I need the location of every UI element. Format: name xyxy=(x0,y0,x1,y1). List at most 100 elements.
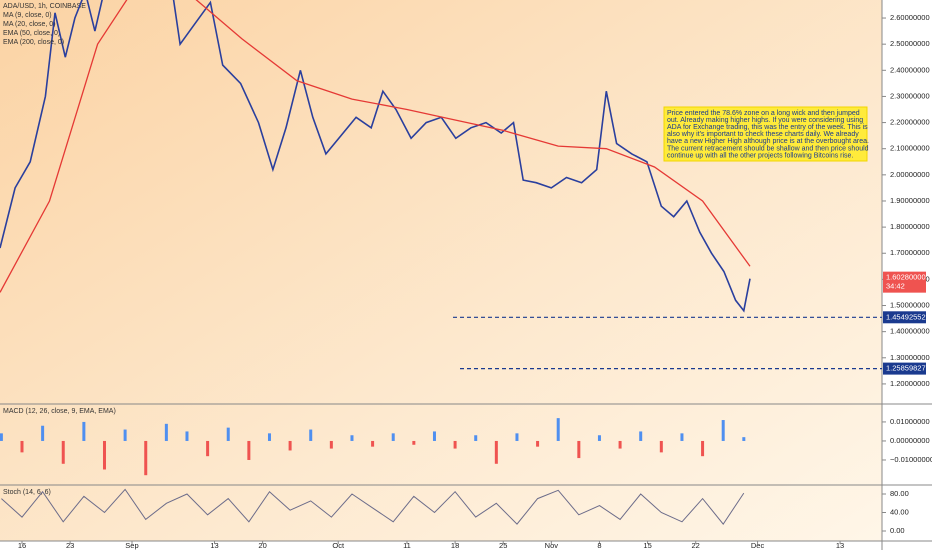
histogram-bar xyxy=(618,440,622,449)
histogram-bar xyxy=(494,440,498,464)
histogram-bar xyxy=(742,437,746,441)
histogram-bar xyxy=(20,440,24,453)
y-tick-label: 80.00 xyxy=(890,489,909,498)
y-tick-label: 1.30000000 xyxy=(890,353,930,362)
x-tick-label: Dec xyxy=(751,541,765,550)
x-tick-label: 25 xyxy=(499,541,507,550)
annotation-text: The current retracement should be shallo… xyxy=(667,145,869,152)
histogram-bar xyxy=(391,433,395,441)
level-label: 1.45492552 xyxy=(886,312,926,321)
level-label-box xyxy=(883,311,926,324)
histogram-bar xyxy=(536,440,540,447)
annotation-box xyxy=(663,106,868,162)
pane-title: Stoch (14, 6, 6) xyxy=(3,489,51,496)
histogram-bar xyxy=(659,440,663,453)
x-tick-label: Oct xyxy=(332,541,345,550)
x-tick-label: 20 xyxy=(258,541,266,550)
histogram-bar xyxy=(144,440,148,476)
histogram-bar xyxy=(267,433,271,441)
plot-background xyxy=(0,0,882,541)
histogram-bar xyxy=(680,433,684,441)
histogram-bar xyxy=(164,423,168,441)
countdown-label: 34:42 xyxy=(886,282,905,291)
x-tick-label: 23 xyxy=(66,541,74,550)
x-tick-label: 13 xyxy=(836,541,844,550)
level-label: 1.25859827 xyxy=(886,364,926,373)
annotation-text: have a new Higher High although price is… xyxy=(667,138,869,145)
series-line xyxy=(0,0,751,293)
x-tick-label: 11 xyxy=(403,541,411,550)
x-tick-label: 16 xyxy=(18,541,26,550)
x-tick-label: 13 xyxy=(210,541,218,550)
y-tick-label: 2.00000000 xyxy=(890,170,930,179)
y-tick-label: 2.50000000 xyxy=(890,39,930,48)
series-line xyxy=(0,0,751,313)
current-price-label: 1.60280000 xyxy=(886,273,926,282)
pane-title: ADA/USD, 1h, COINBASE xyxy=(3,3,86,10)
level-label-box xyxy=(883,362,926,375)
y-tick-label: −0.01000000 xyxy=(890,455,932,464)
y-tick-label: 1.70000000 xyxy=(890,248,930,257)
annotation-text: also why it's important to check these c… xyxy=(667,131,859,138)
histogram-bar xyxy=(474,435,478,441)
histogram-bar xyxy=(185,431,189,441)
pane-title: MACD (12, 26, close, 9, EMA, EMA) xyxy=(3,408,116,415)
histogram-bar xyxy=(61,440,65,464)
annotation-text: Price entered the 78.6% zone on a long w… xyxy=(667,110,860,117)
indicator-label: MA (9, close, 0) xyxy=(3,12,52,19)
histogram-bar xyxy=(82,421,86,441)
y-tick-label: 0.01000000 xyxy=(890,417,930,426)
y-tick-label: 1.90000000 xyxy=(890,196,930,205)
x-tick-label: 22 xyxy=(692,541,700,550)
x-tick-label: Nov xyxy=(545,541,559,550)
histogram-bar xyxy=(102,440,106,470)
y-tick-label: 40.00 xyxy=(890,507,909,516)
histogram-bar xyxy=(247,440,251,460)
x-tick-label: 18 xyxy=(451,541,459,550)
histogram-bar xyxy=(41,425,45,441)
histogram-bar xyxy=(371,440,375,447)
histogram-bar xyxy=(329,440,333,449)
histogram-bar xyxy=(639,431,643,441)
y-tick-label: 1.50000000 xyxy=(890,301,930,310)
x-tick-label: 15 xyxy=(643,541,651,550)
histogram-bar xyxy=(350,435,354,441)
annotation-text: out. Already making higher highs. If you… xyxy=(667,117,863,124)
histogram-bar xyxy=(597,435,601,441)
histogram-bar xyxy=(206,440,210,457)
indicator-label: MA (20, close, 0) xyxy=(3,21,56,28)
histogram-bar xyxy=(226,427,230,441)
y-tick-label: 1.80000000 xyxy=(890,222,930,231)
y-tick-label: 0.00 xyxy=(890,526,905,535)
y-tick-label: 1.40000000 xyxy=(890,327,930,336)
y-tick-label: 2.60000000 xyxy=(890,13,930,22)
x-tick-label: Sep xyxy=(125,541,138,550)
histogram-bar xyxy=(309,429,313,441)
histogram-bar xyxy=(412,440,416,445)
histogram-bar xyxy=(515,433,519,441)
annotation-text: ADA for Exchange trading, this was the e… xyxy=(667,124,868,131)
y-tick-label: 2.40000000 xyxy=(890,65,930,74)
histogram-bar xyxy=(556,418,560,441)
price-plot xyxy=(0,0,751,313)
histogram-bar xyxy=(432,431,436,441)
histogram-bar xyxy=(721,420,725,441)
histogram-bar xyxy=(701,440,705,457)
legend-entry: EMA (200, close, 0) xyxy=(3,39,64,46)
histogram-bar xyxy=(0,433,3,441)
y-tick-label: 2.20000000 xyxy=(890,118,930,127)
x-tick-label: 8 xyxy=(597,541,601,550)
y-tick-label: 1.20000000 xyxy=(890,379,930,388)
y-tick-label: 0.00000000 xyxy=(890,436,930,445)
indicator-label: EMA (50, close, 0) xyxy=(3,30,60,37)
histogram-bar xyxy=(453,440,457,449)
y-tick-label: 2.30000000 xyxy=(890,91,930,100)
y-tick-label: 2.10000000 xyxy=(890,144,930,153)
histogram-bar xyxy=(288,440,292,451)
annotation-text: continue up with all the other projects … xyxy=(667,152,853,159)
stoch-line xyxy=(1,488,745,525)
current-price-box xyxy=(883,271,926,293)
histogram-bar xyxy=(123,429,127,441)
